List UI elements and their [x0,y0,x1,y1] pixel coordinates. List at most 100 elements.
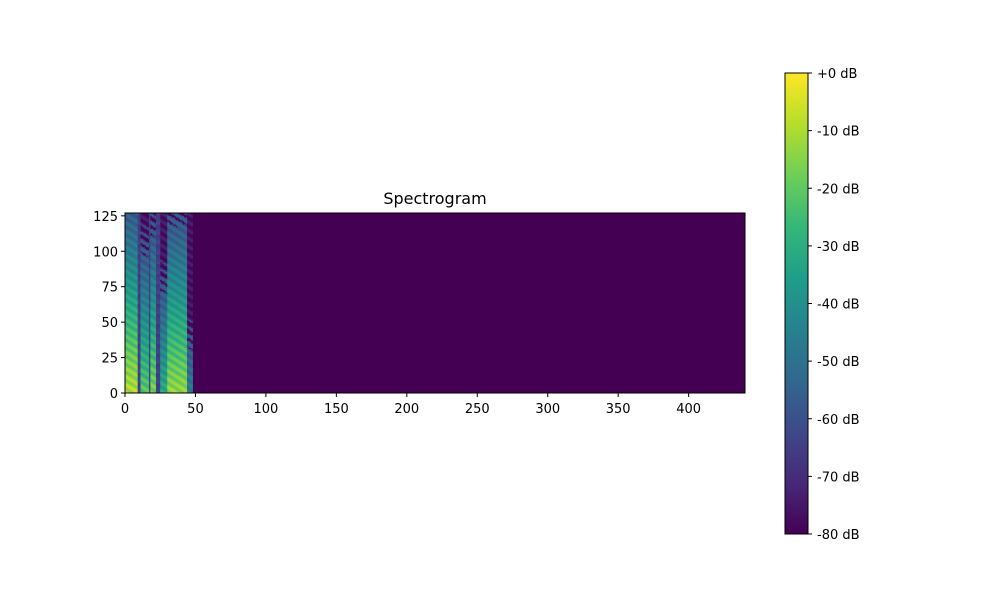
spectrogram-cell [136,298,138,300]
spectrogram-cell [129,255,131,258]
spectrogram-cell [153,303,155,306]
spectrogram-cell [137,298,140,300]
spectrogram-cell [164,366,167,368]
spectrogram-cell [148,242,151,245]
spectrogram-cell [143,310,146,313]
spectrogram-cell [177,340,179,343]
spectrogram-cell [151,341,154,344]
spectrogram-cell [126,351,129,354]
spectrogram-cell [150,357,153,360]
spectrogram-cell [178,341,181,344]
spectrogram-cell [148,217,151,219]
spectrogram-cell [146,315,148,317]
spectrogram-cell [153,244,155,246]
spectrogram-cell [153,336,155,339]
spectrogram-cell [127,292,130,295]
spectrogram-cell [144,360,147,363]
spectrogram-cell [165,306,168,309]
spectrogram-cell [150,279,153,282]
spectrogram-cell [144,350,147,353]
spectrogram-cell [161,361,164,364]
spectrogram-cell [151,258,154,261]
spectrogram-cell [134,288,137,290]
spectrogram-cell [175,380,178,382]
spectrogram-cell [140,361,143,364]
spectrogram-cell [179,265,182,268]
spectrogram-cell [150,390,153,392]
spectrogram-cell [150,292,153,295]
spectrogram-cell [163,295,165,297]
spectrogram-cell [161,375,164,378]
spectrogram-cell [150,275,153,278]
spectrogram-cell [167,266,169,269]
spectrogram-cell [154,238,157,241]
spectrogram-cell [170,248,172,251]
spectrogram-cell [178,281,181,283]
spectrogram-cell [172,323,175,326]
spectrogram-cell [165,367,168,370]
spectrogram-cell [158,217,161,219]
spectrogram-cell [160,330,162,333]
spectrogram-cell [141,269,144,272]
spectrogram-cell [148,329,151,331]
spectrogram-cell [177,215,179,218]
spectrogram-cell [171,357,174,360]
spectrogram-cell [133,388,136,391]
spectrogram-cell [143,346,146,348]
spectrogram-cell [161,380,164,382]
spectrogram-cell [171,242,174,245]
spectrogram-cell [161,310,164,313]
spectrogram-cell [139,320,141,323]
spectrogram-cell [125,361,127,364]
spectrogram-cell [153,262,155,265]
spectrogram-cell [163,360,165,363]
spectrogram-cell [146,387,148,390]
spectrogram-cell [141,282,144,285]
spectrogram-cell [164,239,167,242]
spectrogram-cell [132,225,134,228]
spectrogram-cell [163,245,165,248]
spectrogram-cell [160,378,162,381]
spectrogram-cell [129,238,131,241]
spectrogram-cell [126,262,129,265]
spectrogram-cell [174,340,177,343]
spectrogram-cell [171,302,174,305]
spectrogram-cell [158,290,161,293]
spectrogram-cell [154,347,157,350]
spectrogram-cell [179,232,182,235]
spectrogram-cell [133,288,136,290]
spectrogram-cell [146,334,148,337]
spectrogram-cell [156,262,158,265]
spectrogram-cell [139,275,141,278]
spectrogram-cell [157,232,160,235]
spectrogram-cell [143,286,146,289]
spectrogram-cell [139,290,141,293]
spectrogram-cell [144,363,147,365]
spectrogram-cell [140,231,143,234]
spectrogram-cell [147,344,150,347]
spectrogram-cell [158,381,161,384]
spectrogram-cell [136,228,138,231]
spectrogram-cell [156,332,158,334]
spectrogram-cell [148,380,151,382]
spectrogram-cell [161,239,164,242]
spectrogram-cell [144,232,147,235]
spectrogram-cell [146,268,148,270]
spectrogram-cell [136,259,138,262]
spectrogram-cell [150,303,153,306]
spectrogram-cell [168,368,171,371]
spectrogram-cell [168,315,171,317]
spectrogram-cell [129,245,131,248]
spectrogram-cell [161,390,164,392]
spectrogram-cell [164,317,167,320]
spectrogram-cell [127,298,130,300]
spectrogram-cell [130,354,133,357]
spectrogram-cell [154,354,157,357]
spectrogram-cell [175,290,178,293]
spectrogram-cell [150,334,153,337]
spectrogram-cell [156,384,158,387]
spectrogram-cell [139,347,141,350]
spectrogram-cell [148,387,151,390]
spectrogram-cell [179,323,182,326]
spectrogram-cell [154,247,157,249]
